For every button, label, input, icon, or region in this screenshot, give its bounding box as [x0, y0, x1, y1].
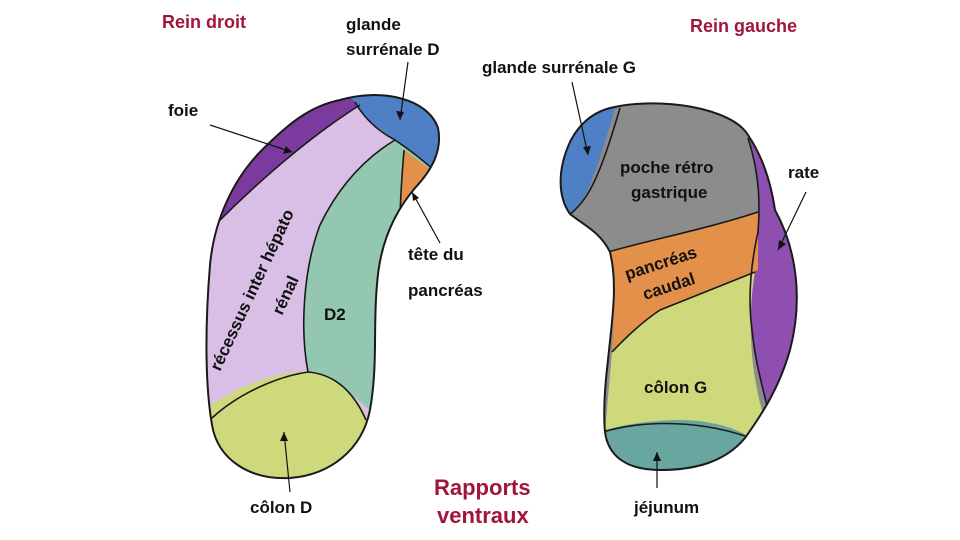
left-adrenal-label: glande surrénale G — [482, 58, 636, 77]
right-adrenal-leader — [399, 61, 409, 121]
jejunum-arrowhead-icon — [653, 452, 661, 461]
liver-leader — [209, 124, 293, 153]
right-adrenal-arrowhead-icon — [396, 111, 404, 120]
caudal-pancreas-region — [608, 212, 758, 352]
pancreas-head-arrowhead-icon — [412, 192, 419, 201]
pancreas-head-leader — [411, 191, 441, 244]
spleen-leader — [777, 191, 807, 251]
retrogastric-pouch-label-2: gastrique — [631, 183, 708, 202]
liver-label: foie — [168, 101, 198, 120]
left-colon-label: côlon G — [644, 378, 707, 397]
main-title-2: ventraux — [437, 503, 529, 528]
left-colon-region — [605, 272, 765, 438]
jejunum-label: jéjunum — [633, 498, 699, 517]
right-colon-leader — [283, 431, 291, 493]
right-adrenal-label-2: surrénale D — [346, 40, 440, 59]
left-adrenal-arrowhead-icon — [583, 146, 591, 155]
retrogastric-pouch-label: poche rétro — [620, 158, 714, 177]
right-colon-label: côlon D — [250, 498, 312, 517]
spleen-label: rate — [788, 163, 819, 182]
duodenum-label: D2 — [324, 305, 346, 324]
right-colon-arrowhead-icon — [280, 432, 288, 441]
jejunum-region — [595, 420, 748, 470]
pancreas-head-label: tête du — [408, 245, 464, 264]
right-kidney-title: Rein droit — [162, 12, 246, 32]
pancreas-head-label-2: pancréas — [408, 281, 483, 300]
spleen-arrowhead-icon — [778, 240, 786, 250]
right-colon-region — [206, 371, 380, 479]
main-title: Rapports — [434, 475, 531, 500]
right-kidney-outline — [205, 94, 441, 480]
right-adrenal-label: glande — [346, 15, 401, 34]
left-kidney-title: Rein gauche — [690, 16, 797, 36]
left-kidney-outline — [559, 102, 798, 471]
left-adrenal-leader — [571, 81, 589, 156]
liver-arrowhead-icon — [283, 146, 292, 154]
